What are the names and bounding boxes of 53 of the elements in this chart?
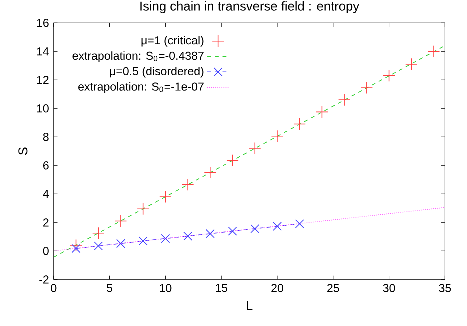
chart-title: Ising chain in transverse field : entropy <box>140 2 360 14</box>
y-tick-label: 12 <box>37 76 49 84</box>
x-tick-label: 0 <box>51 284 57 292</box>
x-tick-label: 15 <box>216 284 228 292</box>
point <box>360 82 374 94</box>
point <box>226 154 239 167</box>
legend-label: extrapolation: S$_{0}$=-0.4387 <box>72 52 204 62</box>
point <box>114 215 128 228</box>
point <box>94 242 104 251</box>
point <box>338 94 351 106</box>
point <box>137 203 150 216</box>
point <box>294 118 306 131</box>
point <box>116 239 126 248</box>
x-tick-label: 35 <box>439 284 452 292</box>
y-tick-label: 0 <box>43 247 49 256</box>
y-tick-label: -2 <box>40 276 49 284</box>
x-tick-label: 20 <box>272 284 284 292</box>
y-tick-label: 4 <box>43 190 50 198</box>
point <box>405 58 418 71</box>
point <box>248 142 262 155</box>
x-tick-label: 10 <box>160 284 172 292</box>
legend-label: μ=0.5 (disordered) <box>110 67 204 78</box>
point <box>383 70 396 82</box>
point <box>204 166 217 179</box>
point <box>271 130 284 143</box>
point <box>92 227 105 240</box>
point <box>70 239 82 252</box>
x-axis-title: L <box>247 301 253 310</box>
y-tick-label: 6 <box>44 162 49 170</box>
y-tick-label: 16 <box>37 19 49 28</box>
y-axis-title: S <box>18 148 28 156</box>
point <box>161 234 170 244</box>
legend-label: μ=1 (critical) <box>142 36 204 47</box>
point <box>295 220 304 229</box>
point <box>184 232 193 241</box>
point <box>250 224 260 234</box>
point <box>72 244 81 254</box>
x-tick-label: 30 <box>383 284 396 292</box>
y-tick-label: 8 <box>43 133 49 142</box>
point <box>138 236 148 246</box>
y-tick-label: 10 <box>37 104 49 113</box>
point <box>273 222 282 232</box>
point <box>316 106 328 118</box>
point <box>182 178 194 192</box>
y-tick-label: 14 <box>37 48 50 56</box>
point <box>228 226 238 236</box>
point <box>428 46 440 58</box>
x-tick-label: 25 <box>328 284 340 292</box>
y-tick-label: 2 <box>44 218 49 227</box>
legend-label: extrapolation: S$_{0}$=-1e-07 <box>78 82 204 94</box>
point <box>160 190 172 204</box>
point <box>206 230 215 238</box>
x-tick-label: 5 <box>107 284 113 292</box>
